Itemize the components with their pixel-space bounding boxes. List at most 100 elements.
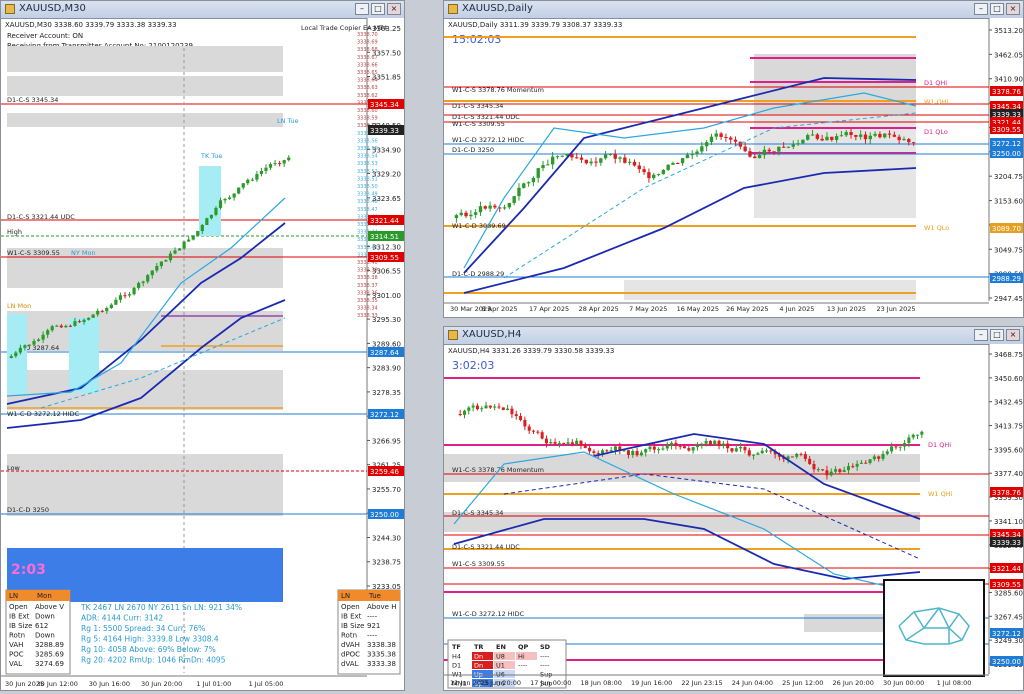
minimize-icon[interactable]: – <box>974 3 988 15</box>
ladder-value: 3338.34 <box>357 306 378 312</box>
maximize-icon[interactable]: □ <box>990 329 1004 341</box>
m30-candle <box>68 325 72 327</box>
h4-candle <box>898 446 902 448</box>
m30-candle <box>127 294 132 296</box>
trend-table-value: MN1 <box>452 680 467 688</box>
m30-price-scale-label: 3306.55 <box>372 268 401 276</box>
minimize-icon[interactable]: – <box>974 329 988 341</box>
h4-price-tag <box>990 579 1024 589</box>
daily-ma-slow <box>463 167 917 294</box>
h4-candle <box>721 443 725 446</box>
ladder-value: 3338.41 <box>357 252 378 258</box>
stats-mid-line: Rg 1: 5500 Spread: 34 Curr: 76% <box>81 624 205 633</box>
trend-table-value: ---- <box>540 653 550 661</box>
m30-titlebar[interactable]: XAUUSD,M30 – □ × <box>1 1 404 19</box>
m30-candle <box>191 235 195 240</box>
daily-price-scale-label: 3153.60 <box>994 198 1023 206</box>
trend-table-value: U6 <box>496 680 505 688</box>
h4-chart-svg[interactable]: XAUUSD,H4 3331.26 3339.79 3330.58 3339.3… <box>444 344 1024 690</box>
h4-chart-window[interactable]: XAUUSD,H4 – □ × XAUUSD,H4 3331.26 3339.7… <box>443 326 1024 691</box>
h4-candle <box>790 456 794 458</box>
ladder-value: 3338.50 <box>357 184 378 190</box>
daily-candle <box>858 134 863 137</box>
daily-level-label: W1-C-S 3309.55 <box>452 120 505 128</box>
h4-candle <box>553 442 557 444</box>
stats-right-value: 921 <box>367 622 380 630</box>
close-icon[interactable]: × <box>1006 3 1020 15</box>
stats-right-key: Open <box>341 603 360 611</box>
daily-price-tag <box>990 148 1024 158</box>
h4-symbol-line: XAUUSD,H4 3331.26 3339.79 3330.58 3339.3… <box>448 347 614 355</box>
trend-table-cell <box>472 652 493 660</box>
m30-price-scale-label: 3329.20 <box>372 171 401 179</box>
h4-candle <box>885 451 889 454</box>
daily-candle <box>709 136 714 143</box>
m30-price-tag <box>368 347 404 357</box>
m30-price-scale-label: 3261.25 <box>372 462 401 470</box>
daily-chart-svg[interactable]: XAUUSD,Daily 3311.39 3339.79 3308.37 333… <box>444 18 1024 317</box>
daily-candle <box>565 153 569 156</box>
m30-candle <box>64 325 68 328</box>
daily-price-tag <box>990 109 1024 119</box>
maximize-icon[interactable]: □ <box>371 3 385 15</box>
daily-candle <box>560 155 564 157</box>
trend-table-cell <box>450 661 471 669</box>
close-icon[interactable]: × <box>1006 329 1020 341</box>
m30-candle <box>59 325 63 328</box>
ladder-value: 3338.58 <box>357 123 378 129</box>
h4-candle <box>527 426 531 431</box>
minimize-icon[interactable]: – <box>355 3 369 15</box>
m30-candle <box>18 347 22 353</box>
h4-level-label: D1 QHi <box>928 441 951 449</box>
trend-table-value: Hi <box>518 653 525 661</box>
m30-candle <box>282 160 286 164</box>
m30-timer: 2:03 <box>11 562 46 578</box>
daily-titlebar[interactable]: XAUUSD,Daily – □ × <box>444 1 1023 19</box>
daily-candle <box>603 154 608 159</box>
m30-chart-window[interactable]: XAUUSD,M30 – □ × XAUUSD,M30 3338.60 3339… <box>0 0 405 691</box>
ladder-value: 3338.69 <box>357 40 378 46</box>
m30-level-label: High <box>7 228 22 236</box>
daily-candle <box>695 151 699 155</box>
trend-table-cell <box>538 679 559 687</box>
daily-candle <box>868 135 872 140</box>
h4-candle <box>583 445 587 448</box>
h4-titlebar[interactable]: XAUUSD,H4 – □ × <box>444 327 1023 345</box>
stats-right-key: dVAH <box>341 641 360 649</box>
m30-plot-area[interactable]: XAUUSD,M30 3338.60 3339.79 3333.38 3339.… <box>1 18 404 690</box>
h4-candle <box>544 438 548 444</box>
trend-table-cell <box>538 670 559 678</box>
h4-ma-slow <box>453 518 921 580</box>
m30-candle <box>87 317 91 320</box>
daily-plot-area[interactable]: XAUUSD,Daily 3311.39 3339.79 3308.37 333… <box>444 18 1024 317</box>
daily-candle <box>815 134 820 139</box>
daily-candle <box>854 135 858 137</box>
h4-price-scale-label: 3450.60 <box>994 375 1023 383</box>
h4-candle <box>730 448 734 452</box>
h4-price-tag <box>990 656 1024 666</box>
trend-table-cell <box>472 679 493 687</box>
h4-candle <box>838 469 842 473</box>
stats-left-value: Down <box>35 613 55 621</box>
close-icon[interactable]: × <box>387 3 401 15</box>
maximize-icon[interactable]: □ <box>990 3 1004 15</box>
h4-candle <box>462 410 466 415</box>
stats-right-value: ---- <box>367 613 378 621</box>
daily-candle <box>719 133 723 138</box>
m30-candle <box>46 330 50 335</box>
h4-price-scale-label: 3359.30 <box>994 494 1023 502</box>
m30-level-label: D1-C-D 3250 <box>7 506 49 514</box>
trend-table-value: Up <box>474 680 483 688</box>
ladder-value: 3338.42 <box>357 245 378 251</box>
h4-plot-area[interactable]: XAUUSD,H4 3331.26 3339.79 3330.58 3339.3… <box>444 344 1024 690</box>
daily-level-label: D1-C-S 3345.34 <box>452 102 503 110</box>
m30-ma-fast <box>6 197 286 397</box>
daily-price-tag <box>990 86 1024 96</box>
m30-candle <box>177 248 182 251</box>
daily-candle <box>575 157 579 159</box>
m30-chart-svg[interactable]: XAUUSD,M30 3338.60 3339.79 3333.38 3339.… <box>1 18 404 690</box>
m30-candle <box>118 295 123 300</box>
daily-chart-window[interactable]: XAUUSD,Daily – □ × XAUUSD,Daily 3311.39 … <box>443 0 1024 318</box>
daily-candle <box>844 132 848 136</box>
ladder-value: 3338.60 <box>357 108 378 114</box>
